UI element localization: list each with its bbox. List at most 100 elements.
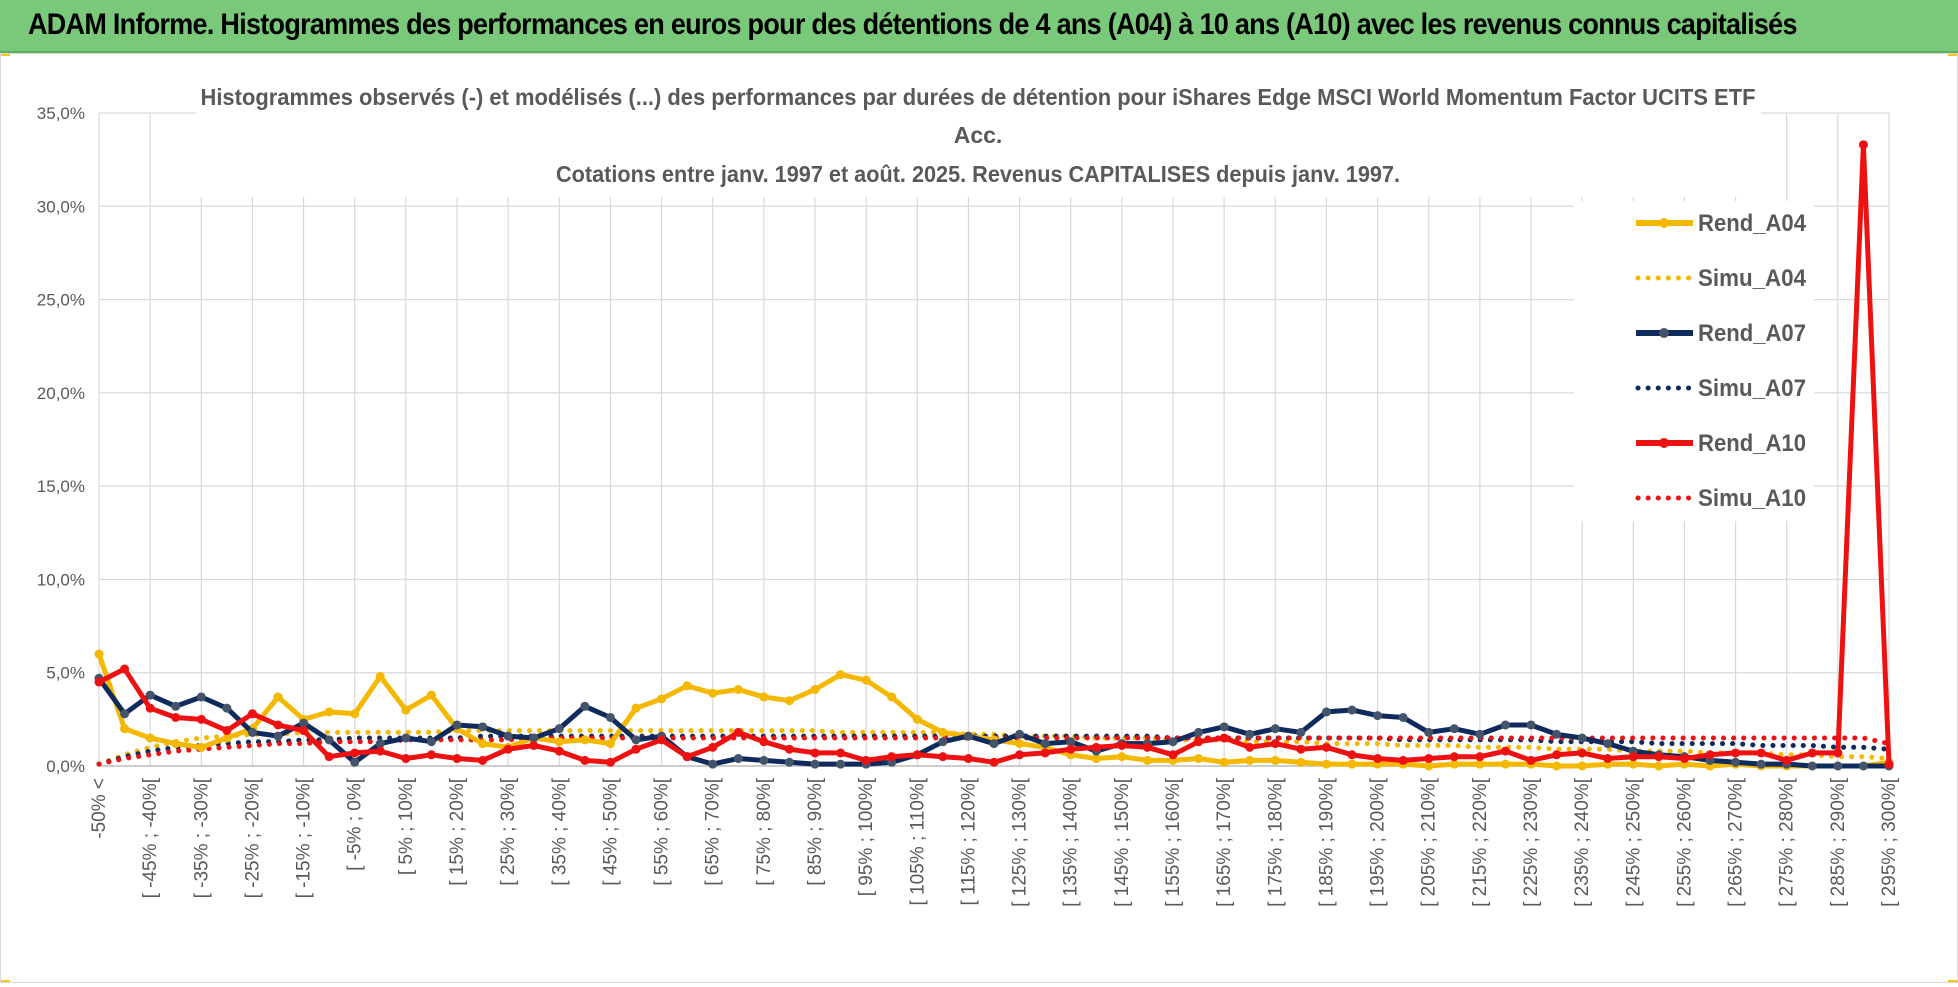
data-point — [1424, 754, 1434, 764]
data-point — [222, 726, 232, 736]
data-point — [1040, 748, 1050, 758]
x-tick-label: [ 215% ; 220%[ — [1470, 777, 1491, 907]
data-point — [733, 685, 743, 695]
data-point — [1526, 755, 1536, 765]
x-tick-label: [ -25% ; -20%[ — [242, 777, 263, 898]
y-tick-label: 35,0% — [37, 104, 85, 123]
data-point — [1833, 761, 1843, 771]
data-point — [1705, 750, 1715, 760]
data-point — [1194, 727, 1204, 737]
data-point — [401, 705, 411, 715]
x-tick-label: [ 25% ; 30%[ — [498, 777, 519, 885]
data-point — [1552, 761, 1562, 771]
data-point — [503, 744, 513, 754]
legend-label: Rend_A10 — [1698, 430, 1806, 457]
data-point — [1168, 737, 1178, 747]
legend-item-simu-a10: Simu_A10 — [1635, 485, 1806, 512]
data-point — [1475, 752, 1485, 762]
x-tick-label: [ 285% ; 290%[ — [1828, 777, 1849, 907]
data-point — [1117, 740, 1127, 750]
legend-marker — [1659, 328, 1669, 338]
legend-label: Rend_A04 — [1698, 210, 1807, 237]
data-point — [1398, 712, 1408, 722]
data-point — [1321, 742, 1331, 752]
data-point — [554, 737, 564, 747]
data-point — [836, 748, 846, 758]
data-point — [247, 727, 257, 737]
data-point — [657, 694, 667, 704]
data-point — [1373, 754, 1383, 764]
data-point — [989, 739, 999, 749]
data-point — [324, 707, 334, 717]
data-point — [196, 742, 206, 752]
y-tick-label: 20,0% — [37, 384, 85, 403]
data-point — [1398, 755, 1408, 765]
title-background — [196, 77, 1761, 197]
data-point — [350, 748, 360, 758]
data-point — [708, 742, 718, 752]
data-point — [145, 690, 155, 700]
data-point — [1577, 733, 1587, 743]
data-point — [836, 670, 846, 680]
data-point — [120, 664, 130, 674]
data-point — [478, 722, 488, 732]
x-tick-label: [ 85% ; 90%[ — [805, 777, 826, 885]
data-point — [810, 759, 820, 769]
x-tick-label: [ -5% ; 0%[ — [345, 777, 366, 871]
data-point — [1117, 752, 1127, 762]
data-point — [1577, 748, 1587, 758]
data-point — [1500, 759, 1510, 769]
data-point — [887, 692, 897, 702]
data-point — [222, 703, 232, 713]
x-tick-label: [ 225% ; 230%[ — [1521, 777, 1542, 907]
data-point — [1679, 754, 1689, 764]
data-point — [171, 701, 181, 711]
legend-label: Simu_A04 — [1698, 265, 1807, 292]
data-point — [1347, 750, 1357, 760]
data-point — [171, 712, 181, 722]
data-point — [1142, 742, 1152, 752]
data-point — [1245, 742, 1255, 752]
data-point — [324, 752, 334, 762]
data-point — [580, 701, 590, 711]
x-tick-label: [ 125% ; 130%[ — [1010, 777, 1031, 907]
y-axis: 0,0% 5,0% 10,0% 15,0% 20,0% 25,0% 30,0% 35,0% — [37, 104, 85, 776]
data-point — [1321, 759, 1331, 769]
data-point — [1807, 761, 1817, 771]
data-point — [1475, 759, 1485, 769]
x-tick-label: [ 75% ; 80%[ — [754, 777, 775, 885]
data-point — [1091, 754, 1101, 764]
data-point — [784, 744, 794, 754]
data-point — [1449, 724, 1459, 734]
data-point — [1654, 752, 1664, 762]
data-point — [1066, 744, 1076, 754]
legend-item-simu-a04: Simu_A04 — [1635, 265, 1807, 292]
data-point — [1245, 755, 1255, 765]
data-point — [1321, 707, 1331, 717]
data-point — [196, 714, 206, 724]
data-point — [861, 675, 871, 685]
data-point — [810, 685, 820, 695]
data-point — [1219, 722, 1229, 732]
data-point — [503, 731, 513, 741]
x-tick-label: [ 35% ; 40%[ — [549, 777, 570, 885]
data-point — [1424, 727, 1434, 737]
data-point — [1833, 748, 1843, 758]
legend-item-rend-a07: Rend_A07 — [1636, 320, 1806, 347]
corner-accent-top-left — [0, 53, 10, 56]
data-point — [1449, 759, 1459, 769]
legend-label: Simu_A07 — [1698, 375, 1806, 402]
data-point — [222, 733, 232, 743]
data-point — [554, 724, 564, 734]
data-point — [120, 724, 130, 734]
data-point — [759, 692, 769, 702]
data-point — [682, 681, 692, 691]
data-point — [810, 748, 820, 758]
corner-accent-bottom-left — [0, 980, 10, 983]
x-tick-label: [ 115% ; 120%[ — [958, 777, 979, 905]
data-point — [196, 692, 206, 702]
data-point — [145, 733, 155, 743]
data-point — [682, 752, 692, 762]
data-point — [1807, 748, 1817, 758]
data-point — [452, 754, 462, 764]
